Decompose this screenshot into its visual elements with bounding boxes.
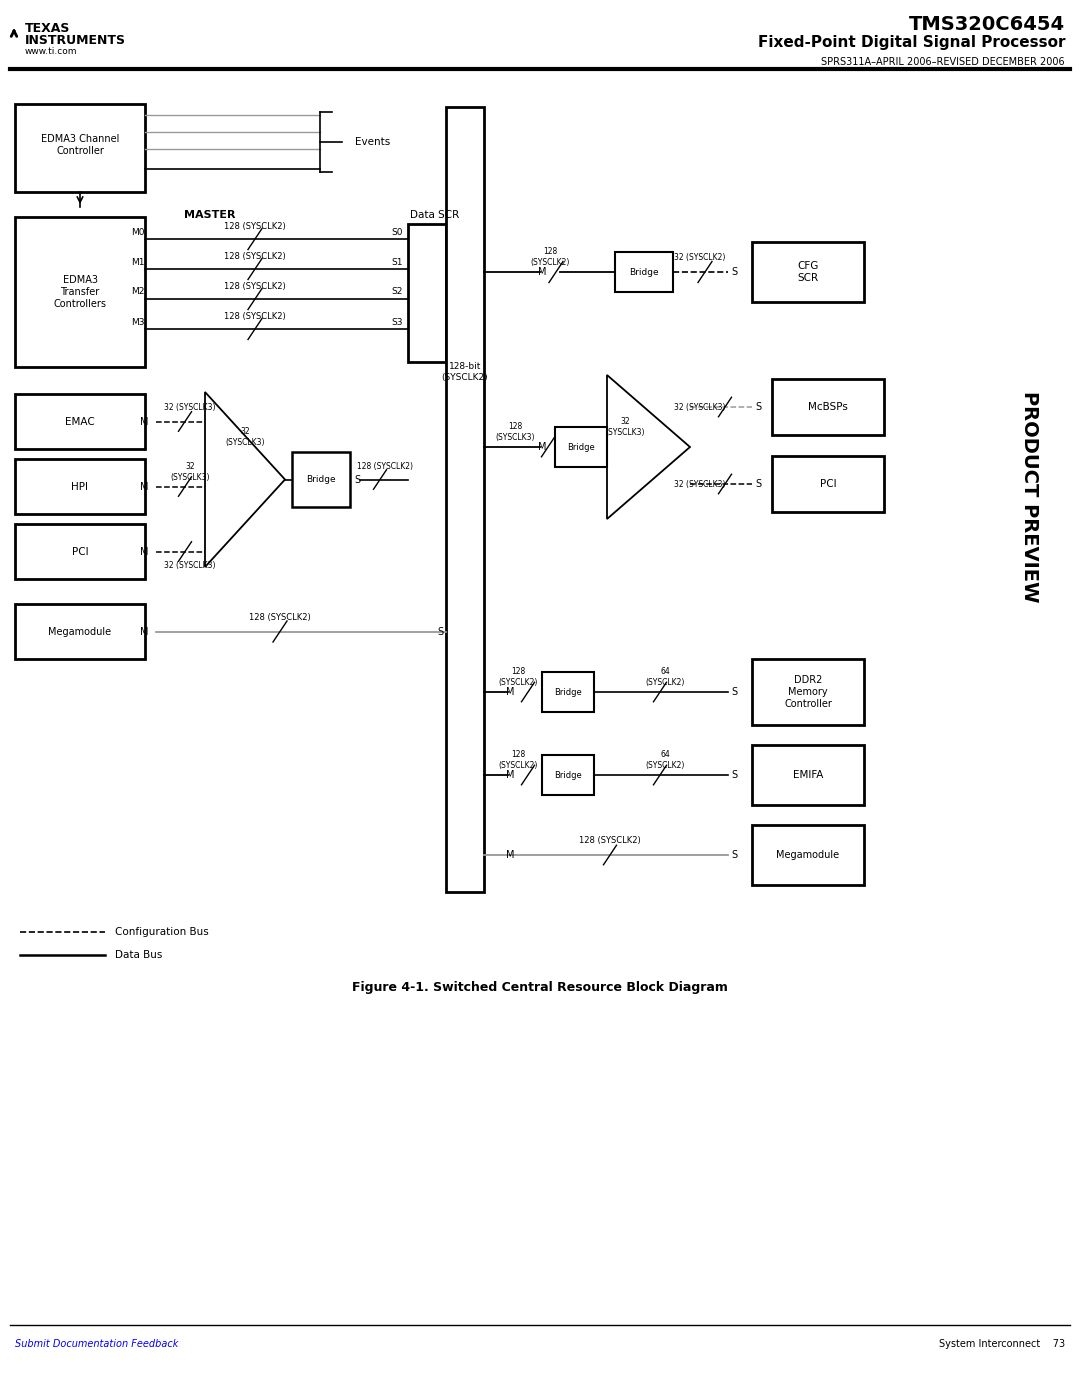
FancyBboxPatch shape: [446, 108, 484, 893]
Text: 32 (SYSCLK3): 32 (SYSCLK3): [164, 560, 216, 570]
FancyBboxPatch shape: [772, 379, 885, 434]
Text: 128
(SYSCLK3): 128 (SYSCLK3): [496, 422, 535, 441]
Text: Bridge: Bridge: [554, 687, 582, 697]
Text: TEXAS: TEXAS: [25, 22, 70, 35]
Text: M: M: [505, 849, 514, 861]
Text: 32
(SYSCLK3): 32 (SYSCLK3): [226, 427, 265, 447]
Text: 128 (SYSCLK2): 128 (SYSCLK2): [225, 312, 286, 320]
Text: 128
(SYSCLK2): 128 (SYSCLK2): [498, 668, 538, 687]
Text: Megamodule: Megamodule: [49, 626, 111, 637]
Text: M: M: [538, 441, 546, 453]
Text: S0: S0: [391, 228, 403, 236]
Text: 32
(SYSCLK3): 32 (SYSCLK3): [605, 418, 645, 437]
Text: EDMA3
Transfer
Controllers: EDMA3 Transfer Controllers: [54, 275, 107, 309]
Text: 128 (SYSCLK2): 128 (SYSCLK2): [249, 612, 311, 622]
Text: Bridge: Bridge: [307, 475, 336, 483]
FancyBboxPatch shape: [772, 455, 885, 511]
Text: 128 (SYSCLK2): 128 (SYSCLK2): [579, 835, 640, 845]
Text: S2: S2: [392, 288, 403, 296]
Text: EMAC: EMAC: [65, 416, 95, 426]
Text: S: S: [731, 849, 738, 861]
FancyBboxPatch shape: [15, 217, 145, 367]
Text: TMS320C6454: TMS320C6454: [909, 15, 1065, 34]
Text: M: M: [505, 687, 514, 697]
Text: Megamodule: Megamodule: [777, 849, 839, 861]
Text: 128
(SYSCLK2): 128 (SYSCLK2): [530, 247, 569, 267]
Text: M: M: [538, 267, 546, 277]
Text: M3: M3: [132, 317, 145, 327]
Text: S: S: [731, 687, 738, 697]
Text: S: S: [731, 770, 738, 780]
Text: 128 (SYSCLK2): 128 (SYSCLK2): [225, 282, 286, 291]
FancyBboxPatch shape: [408, 224, 446, 362]
Text: HPI: HPI: [71, 482, 89, 492]
FancyBboxPatch shape: [752, 242, 864, 302]
FancyBboxPatch shape: [15, 604, 145, 659]
Text: M2: M2: [132, 288, 145, 296]
Text: Bridge: Bridge: [630, 267, 659, 277]
Text: Configuration Bus: Configuration Bus: [114, 928, 208, 937]
FancyBboxPatch shape: [15, 103, 145, 191]
Text: 128 (SYSCLK2): 128 (SYSCLK2): [357, 461, 413, 471]
Text: SPRS311A–APRIL 2006–REVISED DECEMBER 2006: SPRS311A–APRIL 2006–REVISED DECEMBER 200…: [822, 57, 1065, 67]
Text: Data SCR: Data SCR: [410, 210, 460, 219]
Text: PCI: PCI: [820, 479, 836, 489]
Text: M: M: [140, 416, 149, 426]
Text: CFG
SCR: CFG SCR: [797, 261, 819, 282]
FancyBboxPatch shape: [615, 251, 673, 292]
Text: Events: Events: [355, 137, 390, 147]
Text: DDR2
Memory
Controller: DDR2 Memory Controller: [784, 675, 832, 708]
Text: S1: S1: [391, 257, 403, 267]
FancyBboxPatch shape: [752, 826, 864, 886]
Text: M0: M0: [132, 228, 145, 236]
Text: M1: M1: [132, 257, 145, 267]
Text: McBSPs: McBSPs: [808, 402, 848, 412]
Text: Fixed-Point Digital Signal Processor: Fixed-Point Digital Signal Processor: [757, 35, 1065, 50]
Text: S: S: [755, 402, 761, 412]
Text: 128-bit
(SYSCLK2): 128-bit (SYSCLK2): [442, 362, 488, 381]
Text: S: S: [354, 475, 360, 485]
Text: 32 (SYSCLK3): 32 (SYSCLK3): [164, 402, 216, 412]
Text: 64
(SYSCLK2): 64 (SYSCLK2): [646, 750, 685, 770]
FancyBboxPatch shape: [752, 745, 864, 805]
Text: 32 (SYSCLK3): 32 (SYSCLK3): [674, 402, 726, 412]
Text: 32 (SYSCLK2): 32 (SYSCLK2): [674, 253, 726, 261]
Text: Bridge: Bridge: [554, 771, 582, 780]
FancyBboxPatch shape: [15, 524, 145, 578]
FancyBboxPatch shape: [15, 394, 145, 448]
Text: MASTER: MASTER: [185, 210, 235, 219]
Text: M: M: [140, 546, 149, 556]
Text: System Interconnect    73: System Interconnect 73: [939, 1338, 1065, 1350]
FancyBboxPatch shape: [292, 453, 350, 507]
Text: Data Bus: Data Bus: [114, 950, 162, 960]
Text: S: S: [731, 267, 738, 277]
Text: INSTRUMENTS: INSTRUMENTS: [25, 34, 126, 47]
Text: Figure 4-1. Switched Central Resource Block Diagram: Figure 4-1. Switched Central Resource Bl…: [352, 981, 728, 993]
Text: S: S: [755, 479, 761, 489]
Text: 32 (SYSCLK3): 32 (SYSCLK3): [674, 479, 726, 489]
FancyBboxPatch shape: [542, 754, 594, 795]
Text: Bridge: Bridge: [567, 443, 595, 451]
Text: EDMA3 Channel
Controller: EDMA3 Channel Controller: [41, 134, 119, 156]
Text: S: S: [437, 626, 443, 637]
Text: www.ti.com: www.ti.com: [25, 47, 78, 56]
Text: S3: S3: [391, 317, 403, 327]
FancyBboxPatch shape: [752, 659, 864, 725]
Text: 128 (SYSCLK2): 128 (SYSCLK2): [225, 251, 286, 260]
Text: PRODUCT PREVIEW: PRODUCT PREVIEW: [1021, 391, 1039, 602]
FancyBboxPatch shape: [542, 672, 594, 712]
FancyBboxPatch shape: [555, 427, 607, 467]
Text: M: M: [505, 770, 514, 780]
Text: EMIFA: EMIFA: [793, 770, 823, 780]
Text: 64
(SYSCLK2): 64 (SYSCLK2): [646, 668, 685, 687]
Text: 128 (SYSCLK2): 128 (SYSCLK2): [225, 222, 286, 231]
Text: 128
(SYSCLK2): 128 (SYSCLK2): [498, 750, 538, 770]
Text: M: M: [140, 626, 149, 637]
Text: 32
(SYSCLK3): 32 (SYSCLK3): [171, 462, 210, 482]
Text: PCI: PCI: [71, 546, 89, 556]
Text: Submit Documentation Feedback: Submit Documentation Feedback: [15, 1338, 178, 1350]
Text: M: M: [140, 482, 149, 492]
FancyBboxPatch shape: [15, 460, 145, 514]
